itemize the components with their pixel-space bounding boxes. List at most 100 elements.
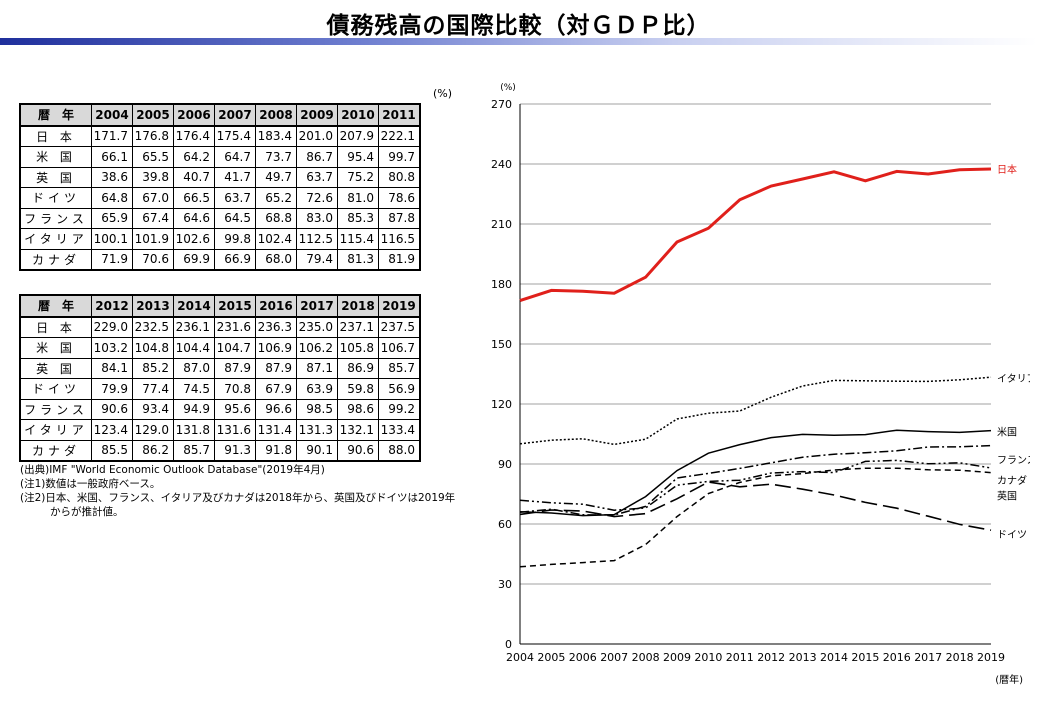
y-tick-label: 0 <box>505 638 512 651</box>
table-cell: 70.8 <box>214 378 256 400</box>
table-cell: 78.6 <box>378 187 421 209</box>
table-cell: 39.8 <box>132 166 174 188</box>
table-cell: 94.9 <box>173 398 215 420</box>
table-cell: 236.3 <box>255 316 297 338</box>
table-cell: 38.6 <box>91 166 133 188</box>
table-cell: 85.7 <box>173 439 215 462</box>
table-cell: 132.1 <box>337 419 379 441</box>
x-tick-label: 2009 <box>663 651 691 664</box>
title-underline-bar <box>0 38 1037 45</box>
table-row-label: 米 国 <box>19 146 92 168</box>
table-cell: 176.8 <box>132 125 174 147</box>
series-line-英国 <box>519 467 992 568</box>
table-cell: 67.0 <box>132 187 174 209</box>
table-cell: 69.9 <box>173 248 215 271</box>
table-header-year: 2010 <box>337 103 379 126</box>
table-cell: 77.4 <box>132 378 174 400</box>
table-cell: 86.9 <box>337 357 379 379</box>
table-cell: 67.9 <box>255 378 297 400</box>
table-cell: 86.7 <box>296 146 338 168</box>
table-cell: 71.9 <box>91 248 133 271</box>
table-cell: 70.6 <box>132 248 174 271</box>
table-cell: 176.4 <box>173 125 215 147</box>
table-header-row: 暦 年 2012 2013 2014 2015 2016 2017 2018 2019 <box>19 294 421 317</box>
series-line-カナダ <box>519 459 992 511</box>
table-cell: 79.9 <box>91 378 133 400</box>
table-header-year: 2009 <box>296 103 338 126</box>
y-tick-label: 150 <box>491 338 512 351</box>
table-row: ドイツ 79.9 77.4 74.5 70.8 67.9 63.9 59.8 56.9 <box>19 378 421 400</box>
x-tick-label: 2016 <box>883 651 911 664</box>
table-cell: 222.1 <box>378 125 421 147</box>
y-tick-label: 60 <box>498 518 512 531</box>
y-tick-label: 90 <box>498 458 512 471</box>
table-unit-label: (%) <box>433 87 453 100</box>
table-header-year: 2016 <box>255 294 297 317</box>
table-cell: 90.1 <box>296 439 338 462</box>
x-tick-label: 2015 <box>851 651 879 664</box>
table-cell: 68.0 <box>255 248 297 271</box>
table-cell: 86.2 <box>132 439 174 462</box>
table-cell: 79.4 <box>296 248 338 271</box>
table-cell: 64.6 <box>173 207 215 229</box>
table-row-label: フランス <box>19 398 92 420</box>
table-cell: 131.3 <box>296 419 338 441</box>
table-header-row: 暦 年 2004 2005 2006 2007 2008 2009 2010 2011 <box>19 103 421 126</box>
x-tick-label: 2008 <box>632 651 660 664</box>
table-header-year-label: 暦 年 <box>19 294 92 317</box>
table-cell: 106.2 <box>296 337 338 359</box>
series-label: 日本 <box>997 163 1017 176</box>
table-cell: 131.8 <box>173 419 215 441</box>
table-cell: 81.3 <box>337 248 379 271</box>
table-cell: 49.7 <box>255 166 297 188</box>
table-header-year: 2008 <box>255 103 297 126</box>
table-cell: 81.9 <box>378 248 421 271</box>
table-row-label: イタリア <box>19 419 92 441</box>
x-tick-label: 2018 <box>946 651 974 664</box>
table-cell: 105.8 <box>337 337 379 359</box>
table-row: ドイツ 64.8 67.0 66.5 63.7 65.2 72.6 81.0 78.6 <box>19 187 421 209</box>
table-cell: 175.4 <box>214 125 256 147</box>
table-cell: 83.0 <box>296 207 338 229</box>
table-header-year: 2012 <box>91 294 133 317</box>
table-cell: 106.7 <box>378 337 421 359</box>
table-cell: 115.4 <box>337 228 379 250</box>
table-header-year: 2017 <box>296 294 338 317</box>
debt-table-2012-2019: 暦 年 2012 2013 2014 2015 2016 2017 2018 2019 日 本 22… <box>19 294 421 462</box>
table-header-year: 2014 <box>173 294 215 317</box>
table-cell: 85.2 <box>132 357 174 379</box>
table-cell: 65.5 <box>132 146 174 168</box>
table-cell: 207.9 <box>337 125 379 147</box>
table-cell: 229.0 <box>91 316 133 338</box>
table-cell: 98.5 <box>296 398 338 420</box>
x-axis-label: (暦年) <box>995 673 1023 686</box>
table-cell: 41.7 <box>214 166 256 188</box>
table-row: フランス 90.6 93.4 94.9 95.6 96.6 98.5 98.6 99.2 <box>19 398 421 420</box>
series-label: 米国 <box>997 426 1017 439</box>
table-cell: 59.8 <box>337 378 379 400</box>
table-cell: 64.8 <box>91 187 133 209</box>
table-cell: 99.8 <box>214 228 256 250</box>
table-cell: 87.1 <box>296 357 338 379</box>
y-tick-label: 270 <box>491 98 512 111</box>
series-label: 英国 <box>997 490 1017 503</box>
table-cell: 85.5 <box>91 439 133 462</box>
table-cell: 63.9 <box>296 378 338 400</box>
table-header-year: 2013 <box>132 294 174 317</box>
table-header-year: 2019 <box>378 294 421 317</box>
y-tick-label: 120 <box>491 398 512 411</box>
table-row-label: カナダ <box>19 439 92 462</box>
table-cell: 237.1 <box>337 316 379 338</box>
table-cell: 72.6 <box>296 187 338 209</box>
table-header-year: 2006 <box>173 103 215 126</box>
table-row-label: 英 国 <box>19 357 92 379</box>
series-label: ドイツ <box>997 530 1027 541</box>
table-row: 日 本 171.7 176.8 176.4 175.4 183.4 201.0 207.9 22… <box>19 125 421 147</box>
x-tick-label: 2010 <box>694 651 722 664</box>
series-line-日本 <box>519 167 992 303</box>
table-header-year: 2018 <box>337 294 379 317</box>
y-unit-label: (%) <box>500 83 516 93</box>
table-cell: 56.9 <box>378 378 421 400</box>
table-cell: 129.0 <box>132 419 174 441</box>
table-cell: 75.2 <box>337 166 379 188</box>
